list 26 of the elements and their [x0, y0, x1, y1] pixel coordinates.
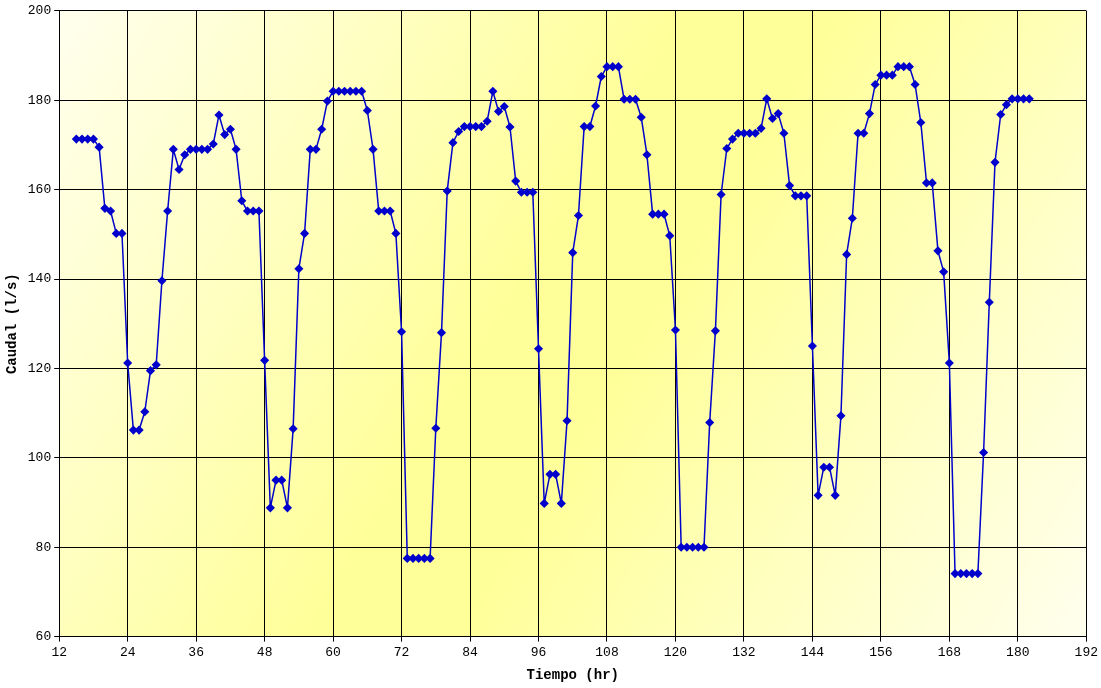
y-tick-label: 80: [35, 539, 52, 555]
x-tick-label: 84: [462, 644, 479, 660]
x-tick-label: 192: [1074, 644, 1098, 660]
y-tick-label: 140: [27, 271, 52, 287]
x-tick-label: 120: [663, 644, 688, 660]
y-axis-title: Caudal (l/s): [3, 273, 20, 375]
y-tick-label: 100: [27, 450, 52, 466]
y-tick-label: 180: [27, 92, 52, 108]
x-axis-title: Tiempo (hr): [526, 667, 619, 684]
y-tick-label: 200: [27, 3, 52, 19]
x-tick-label: 96: [530, 644, 547, 660]
y-tick-label: 60: [35, 629, 52, 645]
y-tick-label: 120: [27, 360, 52, 376]
x-tick-label: 132: [732, 644, 756, 660]
x-tick-label: 168: [937, 644, 962, 660]
x-tick-label: 48: [256, 644, 273, 660]
x-tick-label: 24: [119, 644, 136, 660]
x-tick-label: 108: [595, 644, 619, 660]
y-tick-label: 160: [27, 182, 52, 198]
x-tick-label: 180: [1006, 644, 1030, 660]
x-tick-label: 156: [869, 644, 893, 660]
x-tick-label: 36: [188, 644, 204, 660]
x-tick-label: 72: [393, 644, 410, 660]
x-tick-label: 12: [51, 644, 68, 660]
x-tick-label: 60: [325, 644, 341, 660]
x-tick-label: 144: [800, 644, 825, 660]
